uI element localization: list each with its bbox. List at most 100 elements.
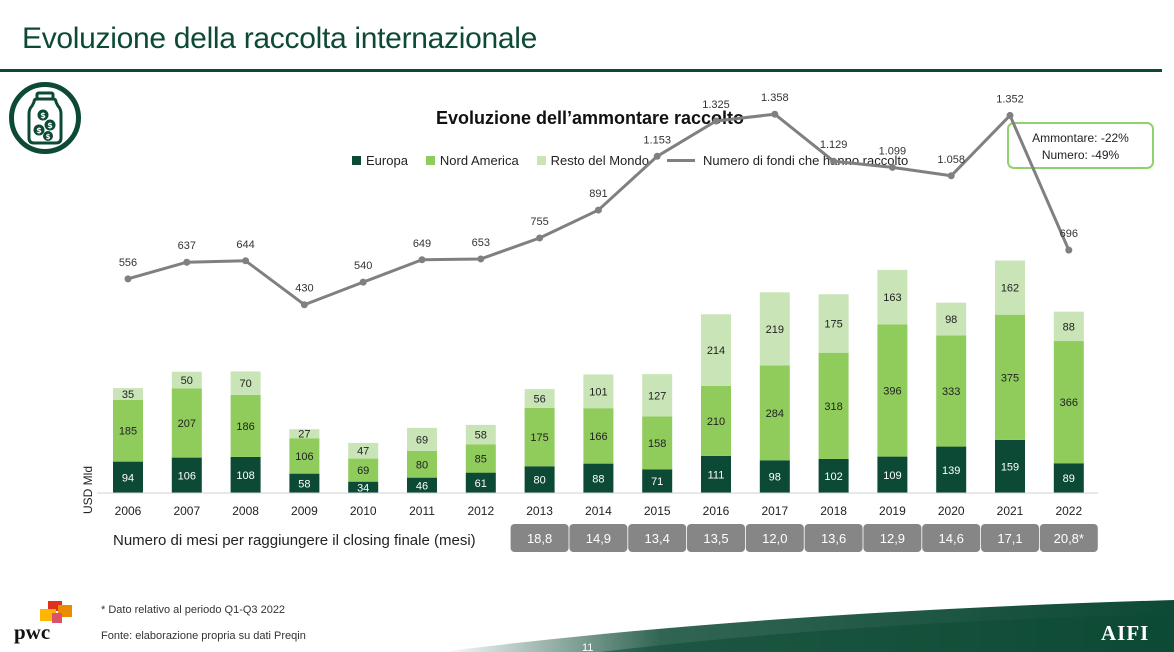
- bar-label-nord-america-2022: 366: [1060, 397, 1078, 409]
- bar-label-resto-del-mondo-2021: 162: [1001, 283, 1019, 295]
- bar-label-europa-2019: 109: [883, 470, 901, 482]
- bar-label-europa-2020: 139: [942, 465, 960, 477]
- bar-label-europa-2009: 58: [298, 478, 310, 490]
- line-point-2016: [713, 117, 720, 124]
- line-point-2018: [830, 158, 837, 165]
- line-label-2006: 556: [119, 257, 137, 269]
- bar-label-nord-america-2016: 210: [707, 416, 725, 428]
- x-tick-2016: 2016: [703, 504, 730, 518]
- x-tick-2014: 2014: [585, 504, 612, 518]
- x-tick-2009: 2009: [291, 504, 318, 518]
- bar-label-nord-america-2007: 207: [178, 418, 196, 430]
- line-label-2012: 653: [472, 237, 490, 249]
- x-tick-2007: 2007: [173, 504, 200, 518]
- line-point-2009: [301, 301, 308, 308]
- bar-label-europa-2014: 88: [592, 473, 604, 485]
- aifi-logo: AIFI: [1101, 621, 1149, 646]
- bar-label-resto-del-mondo-2022: 88: [1063, 321, 1075, 333]
- line-point-2019: [889, 164, 896, 171]
- bar-label-nord-america-2019: 396: [883, 385, 901, 397]
- bar-label-nord-america-2013: 175: [530, 432, 548, 444]
- bar-label-europa-2008: 108: [236, 470, 254, 482]
- months-value-2015: 13,4: [645, 531, 670, 546]
- line-point-2014: [595, 207, 602, 214]
- x-tick-2012: 2012: [467, 504, 494, 518]
- line-point-2013: [536, 234, 543, 241]
- months-value-2020: 14,6: [939, 531, 964, 546]
- pwc-logo-text: pwc: [14, 620, 50, 645]
- bar-label-europa-2011: 46: [416, 480, 428, 492]
- bar-label-resto-del-mondo-2019: 163: [883, 292, 901, 304]
- bar-label-resto-del-mondo-2012: 58: [475, 430, 487, 442]
- line-label-2018: 1.129: [820, 139, 848, 151]
- months-value-2016: 13,5: [703, 531, 728, 546]
- months-value-2019: 12,9: [880, 531, 905, 546]
- line-label-2008: 644: [236, 239, 254, 251]
- line-point-2007: [183, 259, 190, 266]
- x-tick-2021: 2021: [997, 504, 1024, 518]
- bar-label-europa-2006: 94: [122, 472, 134, 484]
- line-point-2020: [948, 172, 955, 179]
- source-note: Fonte: elaborazione propria su dati Preq…: [101, 630, 306, 642]
- bar-label-nord-america-2008: 186: [236, 421, 254, 433]
- line-label-2010: 540: [354, 260, 372, 272]
- bars-layer: 94 185 35 106 207 50 108 186 70 58 106 27 34 69 47 46 80…: [113, 261, 1084, 495]
- x-tick-2019: 2019: [879, 504, 906, 518]
- bar-label-resto-del-mondo-2011: 69: [416, 434, 428, 446]
- bar-label-resto-del-mondo-2013: 56: [533, 393, 545, 405]
- bar-label-nord-america-2010: 69: [357, 465, 369, 477]
- months-value-2013: 18,8: [527, 531, 552, 546]
- bar-label-nord-america-2009: 106: [295, 451, 313, 463]
- bar-label-nord-america-2014: 166: [589, 431, 607, 443]
- x-tick-2018: 2018: [820, 504, 847, 518]
- bar-label-nord-america-2020: 333: [942, 386, 960, 398]
- x-tick-2022: 2022: [1055, 504, 1082, 518]
- line-label-2011: 649: [413, 238, 431, 250]
- x-tick-2020: 2020: [938, 504, 965, 518]
- line-point-2015: [654, 153, 661, 160]
- line-label-2021: 1.352: [996, 93, 1024, 105]
- line-point-2017: [771, 111, 778, 118]
- months-value-2022: 20,8*: [1054, 531, 1084, 546]
- bar-label-resto-del-mondo-2006: 35: [122, 389, 134, 401]
- y-axis-label: USD Mld: [81, 466, 95, 514]
- line-label-2013: 755: [530, 216, 548, 228]
- stacked-bar-line-chart: 9418535106207501081867058106273469474680…: [0, 0, 1174, 652]
- bar-label-nord-america-2015: 158: [648, 438, 666, 450]
- x-tick-2008: 2008: [232, 504, 259, 518]
- line-point-2006: [125, 275, 132, 282]
- line-label-2022: 696: [1060, 228, 1078, 240]
- bar-label-europa-2021: 159: [1001, 461, 1019, 473]
- line-point-2022: [1065, 247, 1072, 254]
- bar-label-europa-2013: 80: [533, 475, 545, 487]
- bar-label-resto-del-mondo-2008: 70: [239, 378, 251, 390]
- line-label-2007: 637: [178, 240, 196, 252]
- bar-label-europa-2007: 106: [178, 470, 196, 482]
- line-layer: 556637 644430540649 6537558911.1531.3251.3…: [119, 92, 1078, 308]
- bar-label-resto-del-mondo-2015: 127: [648, 390, 666, 402]
- bar-label-nord-america-2017: 284: [766, 408, 784, 420]
- bar-label-resto-del-mondo-2018: 175: [824, 318, 842, 330]
- bar-label-europa-2022: 89: [1063, 473, 1075, 485]
- months-row-label: Numero di mesi per raggiungere il closin…: [113, 532, 476, 549]
- bar-label-resto-del-mondo-2016: 214: [707, 345, 725, 357]
- line-label-2016: 1.325: [702, 99, 730, 111]
- pwc-logo: pwc: [14, 599, 74, 647]
- months-value-2017: 12,0: [762, 531, 787, 546]
- bar-label-resto-del-mondo-2010: 47: [357, 446, 369, 458]
- months-value-2014: 14,9: [586, 531, 611, 546]
- bar-label-nord-america-2021: 375: [1001, 372, 1019, 384]
- line-label-2014: 891: [589, 188, 607, 200]
- bar-label-resto-del-mondo-2007: 50: [181, 375, 193, 387]
- page-number: 11: [582, 642, 593, 652]
- bar-label-nord-america-2018: 318: [824, 401, 842, 413]
- line-point-2008: [242, 257, 249, 264]
- bar-label-resto-del-mondo-2014: 101: [589, 386, 607, 398]
- months-value-2018: 13,6: [821, 531, 846, 546]
- x-tick-2015: 2015: [644, 504, 671, 518]
- line-point-2011: [419, 256, 426, 263]
- bar-label-europa-2017: 98: [769, 472, 781, 484]
- line-label-2015: 1.153: [643, 134, 671, 146]
- bar-label-europa-2016: 111: [708, 469, 725, 481]
- x-tick-2011: 2011: [409, 504, 435, 518]
